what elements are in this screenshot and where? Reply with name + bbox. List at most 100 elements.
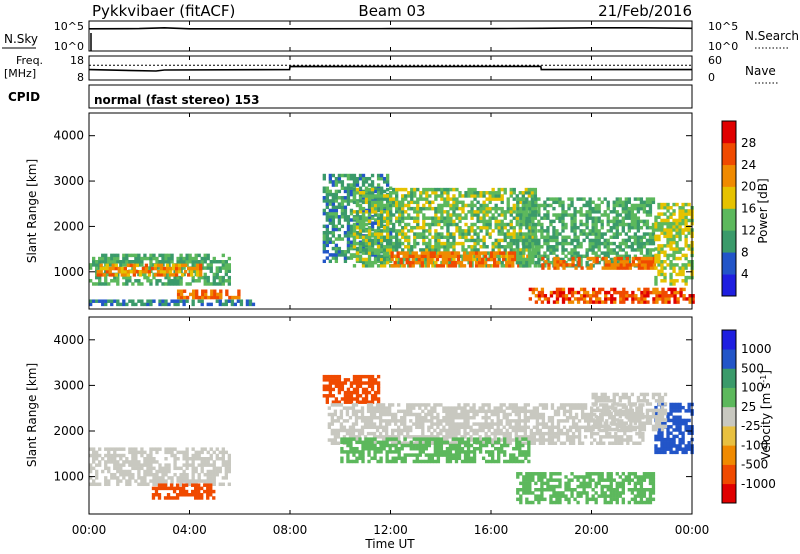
heatmap-cell: [339, 412, 344, 417]
heatmap-cell: [445, 456, 450, 461]
heatmap-cell: [667, 294, 671, 298]
heatmap-cell: [561, 222, 565, 227]
heatmap-cell: [457, 446, 462, 451]
heatmap-cell: [439, 419, 443, 423]
heatmap-cell: [457, 431, 461, 436]
heatmap-cell: [137, 472, 141, 477]
heatmap-cell: [331, 199, 336, 203]
heatmap-cell: [521, 235, 525, 239]
heatmap-cell: [460, 406, 464, 410]
heatmap-cell: [346, 437, 350, 441]
heatmap-cell: [437, 203, 441, 208]
heatmap-cell: [636, 206, 641, 211]
heatmap-cell: [475, 440, 480, 445]
heatmap-cell: [352, 229, 357, 233]
heatmap-cell: [470, 216, 474, 220]
heatmap-cell: [422, 203, 426, 208]
heatmap-cell: [197, 279, 201, 283]
heatmap-cell: [638, 441, 642, 445]
heatmap-cell: [470, 203, 474, 208]
heatmap-cell: [636, 225, 641, 230]
heatmap-cell: [562, 260, 566, 264]
heatmap-cell: [588, 300, 593, 304]
heatmap-cell: [379, 450, 383, 454]
heatmap-cell: [429, 251, 434, 255]
heatmap-cell: [526, 403, 530, 407]
heatmap-cell: [440, 245, 444, 249]
heatmap-cell: [519, 206, 523, 211]
heatmap-cell: [385, 199, 390, 203]
heatmap-cell: [670, 290, 674, 295]
heatmap-cell: [367, 251, 372, 255]
heatmap-cell: [506, 241, 510, 246]
heatmap-cell: [440, 210, 444, 214]
heatmap-cell: [637, 266, 642, 270]
heatmap-cell: [352, 397, 357, 401]
heatmap-cell: [490, 425, 494, 430]
heatmap-cell: [388, 459, 392, 464]
heatmap-cell: [206, 275, 210, 280]
heatmap-cell: [660, 218, 664, 223]
heatmap-cell: [576, 197, 580, 201]
heatmap-cell: [506, 206, 510, 211]
heatmap-cell: [573, 297, 578, 301]
heatmap-cell: [401, 241, 405, 246]
heatmap-cell: [430, 456, 435, 461]
heatmap-cell: [618, 219, 622, 224]
heatmap-cell: [684, 218, 688, 223]
heatmap-cell: [200, 275, 204, 280]
heatmap-cell: [352, 210, 357, 214]
heatmap-cell: [428, 222, 432, 227]
heatmap-cell: [446, 203, 450, 208]
heatmap-cell: [455, 229, 459, 233]
heatmap-cell: [464, 235, 468, 239]
heatmap-cell: [475, 446, 480, 451]
heatmap-cell: [364, 189, 369, 194]
heatmap-cell: [528, 235, 532, 239]
heatmap-cell: [540, 232, 544, 236]
heatmap-cell: [461, 206, 465, 211]
heatmap-cell: [373, 260, 378, 265]
heatmap-cell: [479, 191, 483, 195]
heatmap-cell: [660, 228, 664, 232]
heatmap-cell: [612, 203, 616, 208]
heatmap-cell: [89, 476, 93, 480]
heatmap-cell: [152, 447, 156, 451]
heatmap-cell: [334, 215, 339, 219]
heatmap-cell: [400, 419, 404, 423]
heatmap-cell: [565, 409, 570, 414]
heatmap-cell: [375, 403, 380, 407]
heatmap-cell: [657, 269, 661, 274]
heatmap-cell: [457, 453, 462, 457]
heatmap-cell: [624, 213, 628, 217]
heatmap-cell: [488, 191, 492, 195]
heatmap-cell: [571, 260, 575, 264]
heatmap-cell: [586, 419, 591, 423]
heatmap-cell: [407, 235, 411, 239]
heatmap-cell: [579, 245, 583, 249]
heatmap-cell: [194, 483, 198, 487]
heatmap-cell: [468, 254, 473, 259]
heatmap-cell: [519, 197, 523, 201]
heatmap-cell: [461, 248, 465, 252]
heatmap-cell: [215, 456, 219, 461]
heatmap-cell: [376, 450, 380, 454]
heatmap-cell: [485, 213, 489, 217]
heatmap-cell: [110, 299, 114, 303]
heatmap-cell: [363, 415, 368, 420]
heatmap-cell: [176, 292, 181, 297]
heatmap-cell: [155, 460, 159, 464]
heatmap-cell: [336, 441, 341, 445]
heatmap-cell: [573, 238, 577, 243]
heatmap-cell: [333, 435, 338, 439]
heatmap-cell: [370, 378, 375, 382]
heatmap-cell: [401, 248, 405, 252]
heatmap-cell: [592, 256, 596, 261]
heatmap-cell: [669, 244, 673, 248]
heatmap-cell: [239, 302, 244, 307]
heatmap-cell: [431, 219, 435, 224]
heatmap-cell: [464, 229, 468, 233]
heatmap-cell: [503, 187, 507, 192]
heatmap-cell: [331, 381, 336, 385]
heatmap-cell: [200, 466, 204, 471]
